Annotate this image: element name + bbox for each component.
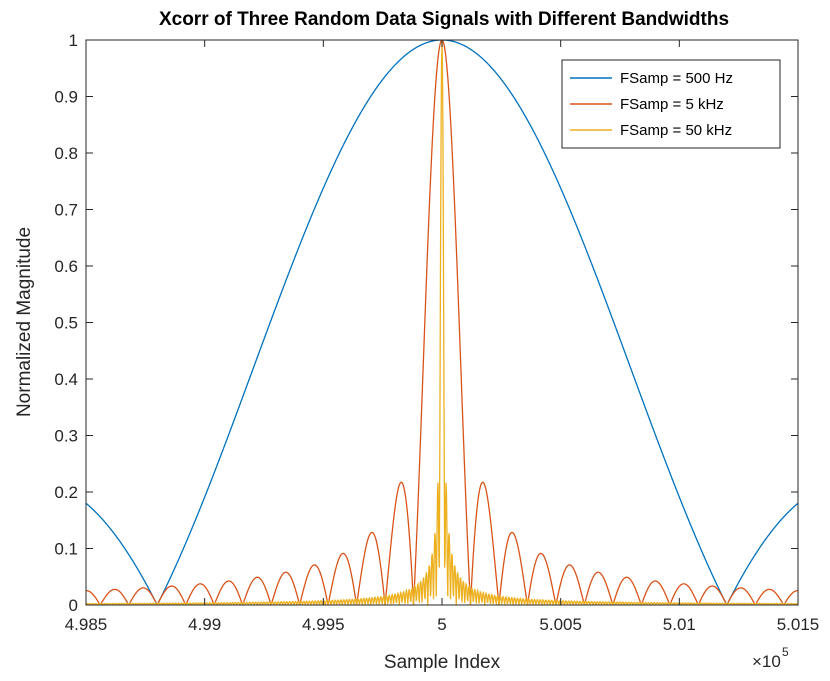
x-tick-label: 5 [437, 615, 446, 634]
x-axis-exponent: ×10 5 [752, 645, 789, 671]
legend-label-1: FSamp = 500 Hz [620, 70, 733, 87]
y-tick-label: 0.9 [54, 88, 78, 107]
x-axis-exponent-base: ×10 [752, 652, 781, 671]
x-axis-label: Sample Index [384, 652, 501, 673]
y-tick-label: 0.5 [54, 314, 78, 333]
y-axis-label: Normalized Magnitude [14, 227, 35, 417]
y-tick-label: 1 [69, 31, 78, 50]
y-tick-label: 0.8 [54, 144, 78, 163]
y-tick-label: 0.4 [54, 370, 78, 389]
series-line-2 [86, 40, 798, 605]
axes-layer: 4.985 4.99 4.995 5 5.005 5.01 5.015 0 0.1 0.2 0.3 0… [54, 31, 819, 634]
x-tick-label: 4.985 [65, 615, 108, 634]
x-tick-label: 5.01 [663, 615, 696, 634]
x-tick-label: 5.015 [777, 615, 820, 634]
chart-title: Xcorr of Three Random Data Signals with … [159, 9, 729, 30]
y-tick-label: 0.1 [54, 540, 78, 559]
y-tick-label: 0 [69, 596, 78, 615]
x-tick-label: 5.005 [539, 615, 582, 634]
legend-label-2: FSamp = 5 kHz [620, 96, 724, 113]
x-axis-exponent-power: 5 [782, 645, 789, 659]
legend: FSamp = 500 Hz FSamp = 5 kHz FSamp = 50 kH… [561, 59, 781, 149]
series-line-1 [86, 40, 798, 605]
legend-label-3: FSamp = 50 kHz [620, 122, 732, 139]
y-tick-label: 0.3 [54, 427, 78, 446]
y-tick-label: 0.7 [54, 201, 78, 220]
x-tick-label: 4.99 [188, 615, 221, 634]
x-tick-label: 4.995 [302, 615, 345, 634]
y-tick-label: 0.2 [54, 483, 78, 502]
y-tick-label: 0.6 [54, 257, 78, 276]
